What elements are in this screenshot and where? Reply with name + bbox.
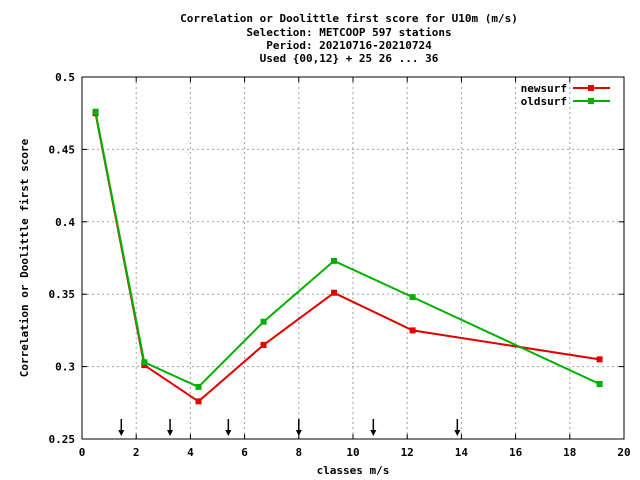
series-line-oldsurf bbox=[94, 111, 601, 389]
data-point-oldsurf bbox=[596, 380, 603, 387]
x-tick-label: 2 bbox=[133, 446, 140, 459]
axis-ticks: 0 2 4 6 8 10 12 14 16 18 20 0.25 0.3 0.35 0.4 0.45 0.5 bbox=[49, 71, 631, 459]
x-tick-label: 14 bbox=[455, 446, 469, 459]
y-tick-label: 0.3 bbox=[55, 361, 75, 374]
class-limit-arrow-head bbox=[295, 430, 302, 436]
data-point-newsurf bbox=[260, 341, 267, 348]
data-point-newsurf bbox=[331, 289, 338, 296]
y-tick-label: 0.4 bbox=[55, 216, 75, 229]
data-series bbox=[92, 108, 603, 405]
data-point-oldsurf bbox=[92, 108, 99, 115]
class-limit-arrow-head bbox=[167, 430, 174, 436]
y-tick-label: 0.35 bbox=[49, 288, 76, 301]
legend-label-oldsurf: oldsurf bbox=[521, 95, 567, 108]
class-limit-arrow-head bbox=[370, 430, 377, 436]
x-axis-label: classes m/s bbox=[317, 464, 390, 477]
x-tick-label: 12 bbox=[401, 446, 414, 459]
legend-marker-oldsurf bbox=[588, 98, 594, 104]
y-axis-label: Correlation or Doolittle first score bbox=[18, 138, 31, 377]
x-tick-label: 0 bbox=[79, 446, 86, 459]
x-tick-label: 20 bbox=[617, 446, 630, 459]
data-point-newsurf bbox=[596, 356, 603, 363]
y-tick-label: 0.5 bbox=[55, 71, 75, 84]
y-tick-label: 0.45 bbox=[49, 143, 76, 156]
class-limit-arrow-head bbox=[118, 430, 125, 436]
grid-lines bbox=[82, 77, 624, 439]
series-line-newsurf bbox=[94, 113, 600, 403]
chart-title-block: Correlation or Doolittle first score for… bbox=[180, 12, 518, 65]
y-tick-label: 0.25 bbox=[49, 433, 76, 446]
x-tick-label: 8 bbox=[295, 446, 302, 459]
x-tick-label: 16 bbox=[509, 446, 523, 459]
data-point-oldsurf bbox=[195, 383, 202, 390]
legend-marker-newsurf bbox=[588, 85, 594, 91]
x-tick-label: 10 bbox=[346, 446, 359, 459]
data-point-oldsurf bbox=[409, 294, 416, 301]
class-limit-arrows bbox=[118, 419, 461, 436]
data-point-newsurf bbox=[195, 398, 202, 405]
class-limit-arrow-head bbox=[454, 430, 461, 436]
data-point-oldsurf bbox=[331, 257, 338, 264]
data-point-oldsurf bbox=[141, 359, 148, 366]
x-tick-label: 4 bbox=[187, 446, 194, 459]
title-line-4: Used {00,12} + 25 26 ... 36 bbox=[260, 52, 439, 65]
class-limit-arrow-head bbox=[225, 430, 232, 436]
data-point-oldsurf bbox=[260, 318, 267, 325]
legend-label-newsurf: newsurf bbox=[521, 82, 567, 95]
data-point-newsurf bbox=[409, 327, 416, 334]
x-tick-label: 6 bbox=[241, 446, 248, 459]
x-tick-label: 18 bbox=[563, 446, 576, 459]
title-line-1: Correlation or Doolittle first score for… bbox=[180, 12, 518, 25]
title-line-3: Period: 20210716-20210724 bbox=[266, 39, 432, 52]
title-line-2: Selection: METCOOP 597 stations bbox=[246, 26, 451, 39]
